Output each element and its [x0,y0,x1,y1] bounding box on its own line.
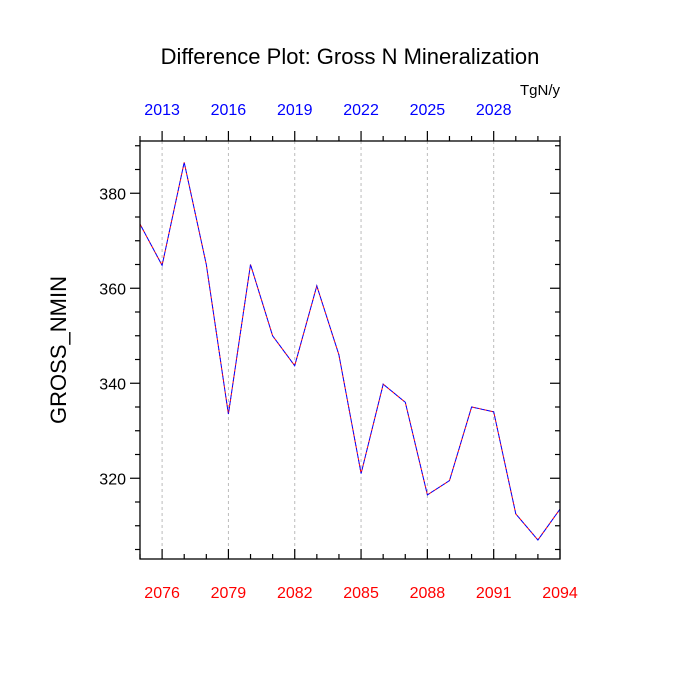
grid-lines [161,141,495,559]
y-axis-label: GROSS_NMIN [46,276,71,424]
bottom-tick-label-2088: 2088 [410,585,446,602]
top-tick-label-2025: 2025 [410,102,446,119]
top-tick-label-2022: 2022 [343,102,379,119]
top-tick-label-2028: 2028 [476,102,512,119]
axis-ticks: 2076 2079 2082 2085 2088 2091 2094 2013 2016 2019… [99,102,578,602]
series-line-0-red [139,162,561,541]
series-line-0-blue [139,162,561,541]
bottom-tick-label-2082: 2082 [277,585,313,602]
y-tick-label-340: 340 [99,376,126,393]
series-group [139,162,561,541]
top-tick-label-2016: 2016 [211,102,247,119]
y-tick-label-320: 320 [99,471,126,488]
bottom-tick-label-2085: 2085 [343,585,379,602]
plot-frame [139,140,561,560]
bottom-tick-label-2076: 2076 [144,585,180,602]
chart-title: Difference Plot: Gross N Mineralization [161,44,540,69]
y-tick-label-360: 360 [99,281,126,298]
y-tick-label-380: 380 [99,186,126,203]
bottom-tick-label-2079: 2079 [211,585,247,602]
units-label: TgN/y [520,82,561,99]
top-tick-label-2019: 2019 [277,102,313,119]
top-tick-label-2013: 2013 [144,102,180,119]
bottom-tick-label-2094: 2094 [542,585,578,602]
bottom-tick-label-2091: 2091 [476,585,512,602]
